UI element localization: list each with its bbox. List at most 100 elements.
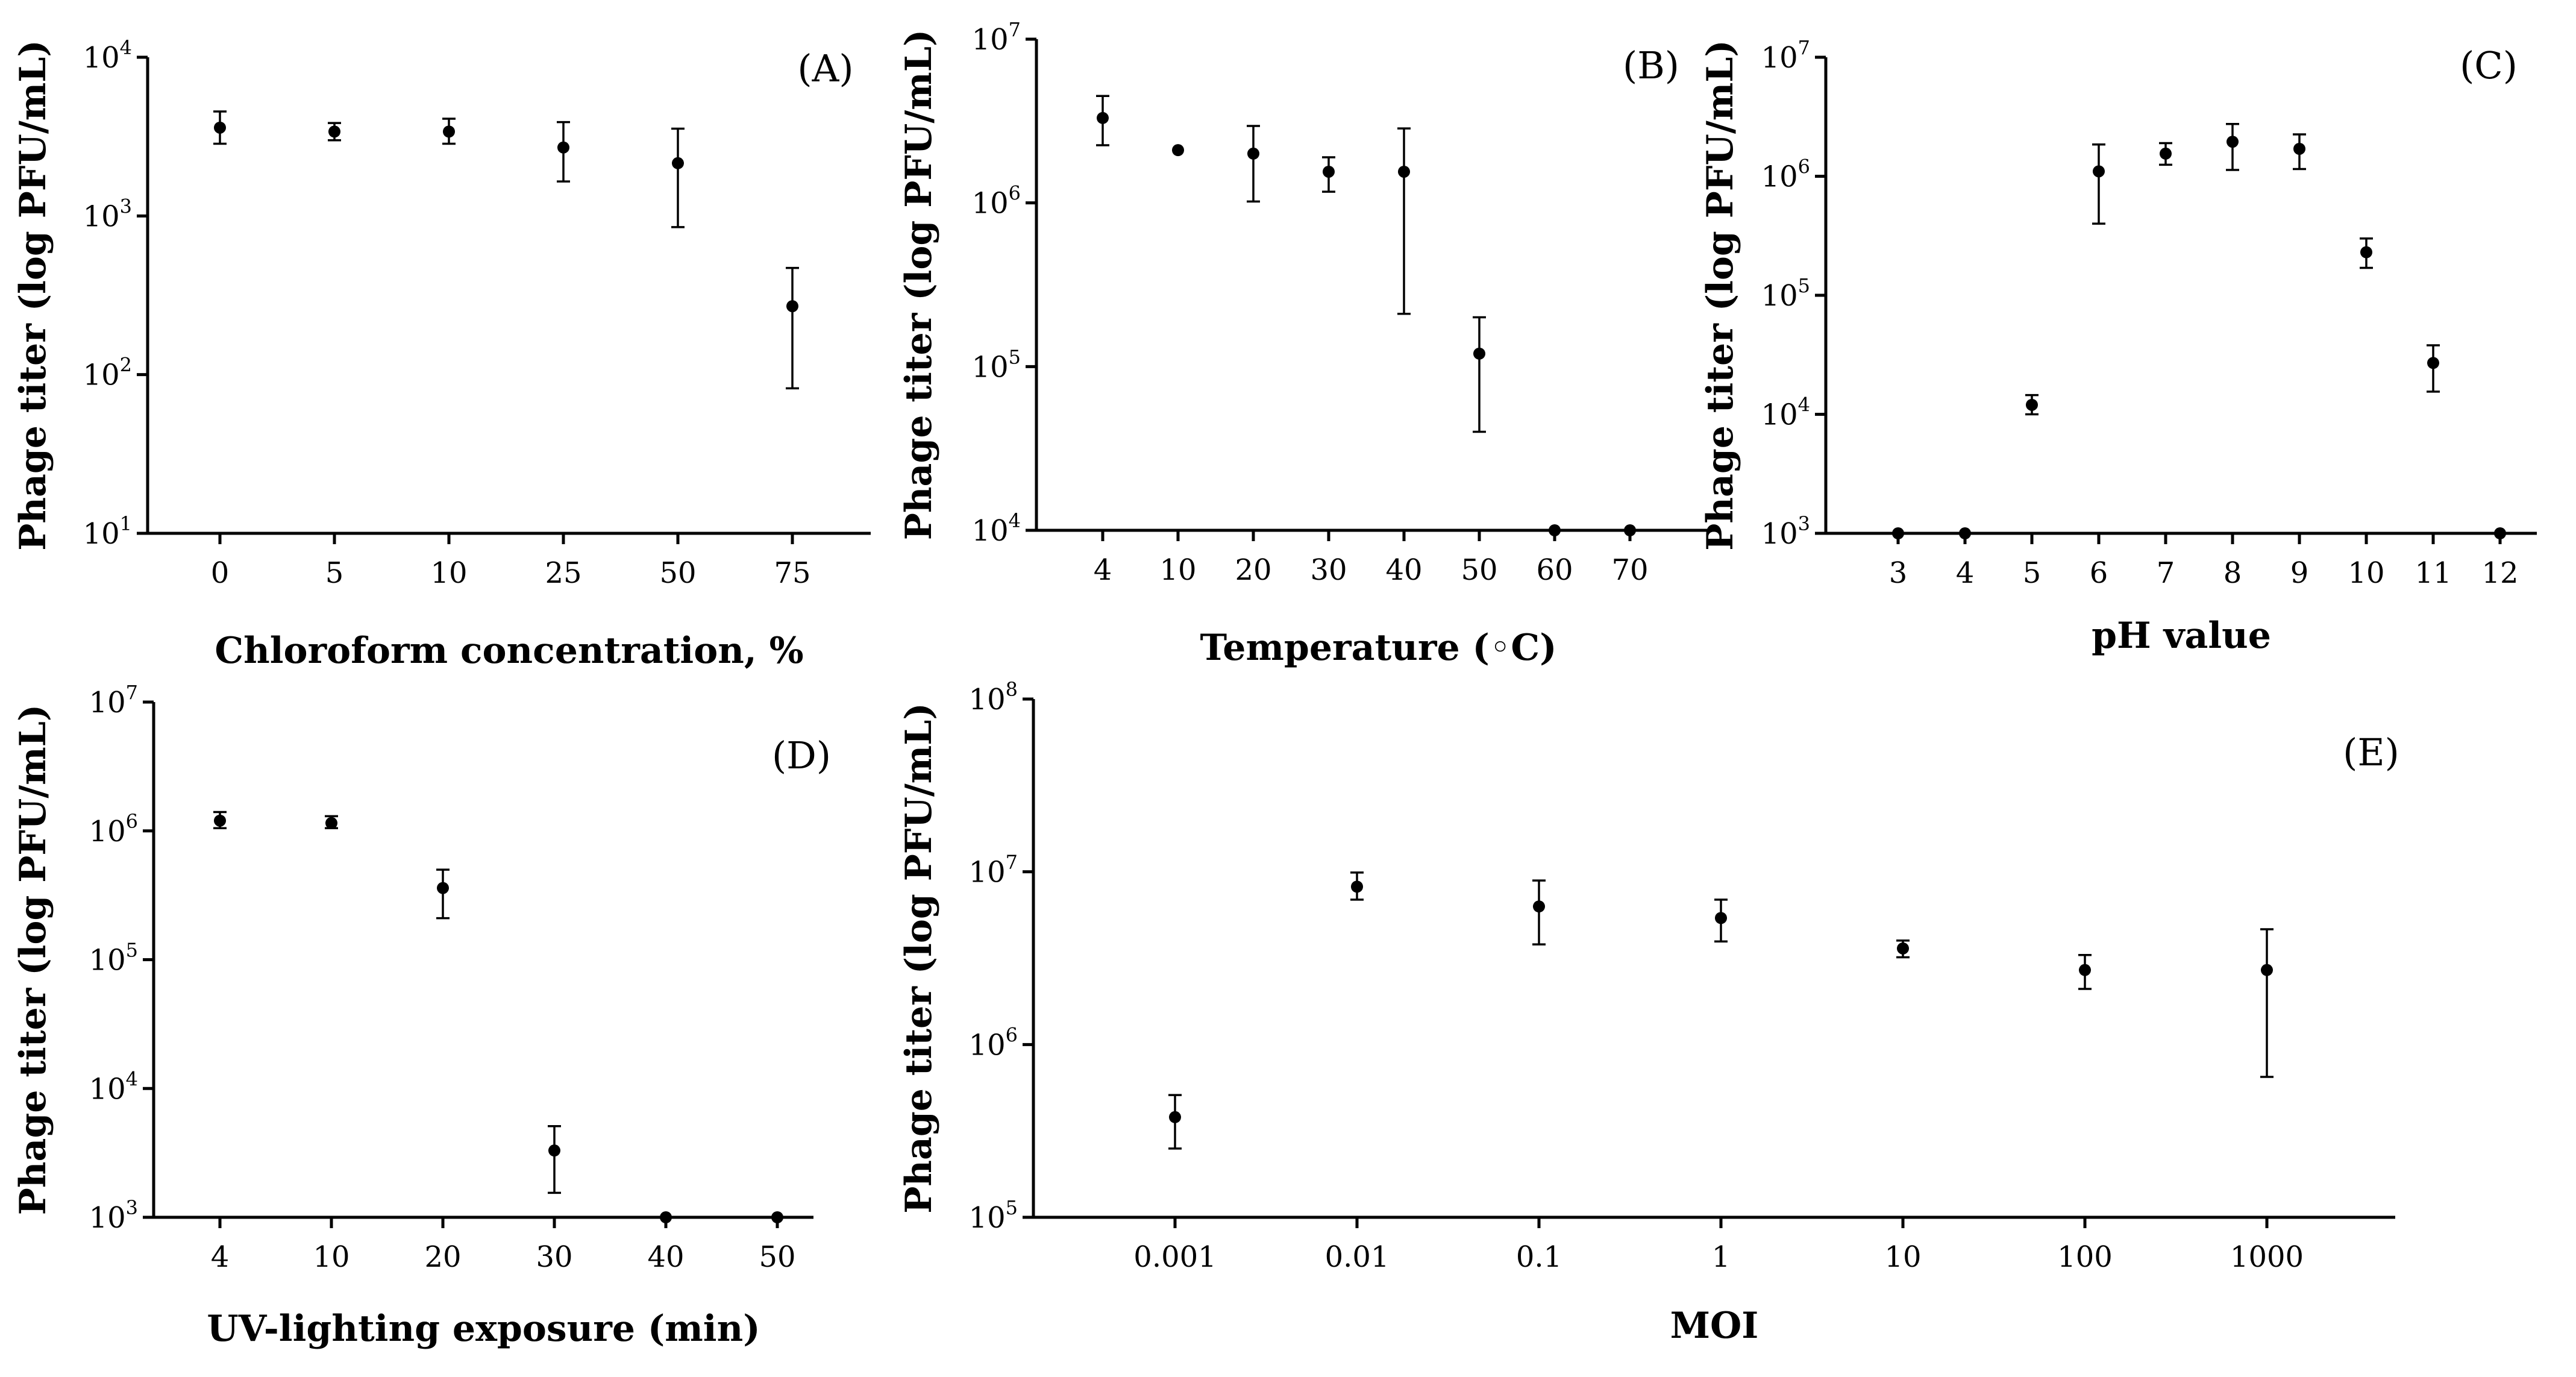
x-tick-label: 5: [2023, 556, 2042, 590]
x-tick-label: 70: [1611, 553, 1648, 587]
x-tick-label: 3: [1889, 556, 1908, 590]
x-tick-label: 4: [1094, 553, 1112, 587]
data-point: [443, 125, 455, 138]
data-point: [1172, 144, 1184, 157]
y-axis-title: Phage titer (log PFU/mL): [898, 30, 940, 541]
y-tick-label: 105: [972, 345, 1021, 384]
chart-panel: 101 102 103 104 0 5 10 25 50 75 (A) Chloroform conc…: [12, 36, 871, 672]
data-point: [1351, 880, 1363, 893]
y-tick-label: 101: [83, 512, 132, 551]
x-tick-label: 30: [1310, 553, 1347, 587]
x-tick-label: 50: [659, 556, 696, 590]
data-point: [2360, 246, 2372, 259]
x-tick-label: 50: [759, 1240, 795, 1274]
data-point: [672, 157, 684, 169]
data-point: [1169, 1111, 1181, 1123]
x-tick-label: 0.1: [1516, 1240, 1562, 1274]
x-tick-label: 1: [1712, 1240, 1731, 1274]
x-tick-label: 1000: [2230, 1240, 2304, 1274]
x-tick-label: 10: [430, 556, 467, 590]
data-point: [786, 300, 798, 313]
data-point: [2026, 398, 2038, 411]
y-tick-label: 103: [83, 195, 132, 233]
x-tick-label: 20: [424, 1240, 461, 1274]
x-tick-label: 10: [1884, 1240, 1921, 1274]
x-tick-label: 8: [2223, 556, 2242, 590]
x-tick-label: 11: [2415, 556, 2451, 590]
data-point: [660, 1211, 672, 1223]
y-tick-label: 106: [972, 182, 1021, 221]
x-tick-label: 40: [1385, 553, 1422, 587]
x-tick-label: 0: [211, 556, 230, 590]
data-point: [2427, 357, 2439, 369]
x-tick-label: 20: [1235, 553, 1271, 587]
x-tick-label: 4: [211, 1240, 230, 1274]
panel-label: (E): [2343, 730, 2399, 774]
y-tick-label: 106: [969, 1023, 1018, 1062]
x-tick-label: 10: [313, 1240, 349, 1274]
y-tick-label: 104: [1761, 394, 1810, 432]
data-point: [771, 1211, 783, 1223]
data-point: [328, 125, 340, 138]
data-point: [1533, 900, 1545, 913]
x-tick-label: 7: [2157, 556, 2175, 590]
y-axis-title: Phage titer (log PFU/mL): [1699, 40, 1741, 551]
data-point: [2261, 964, 2273, 976]
x-tick-label: 0.001: [1133, 1240, 1216, 1274]
y-tick-label: 103: [1761, 512, 1810, 551]
y-axis-title: Phage titer (log PFU/mL): [12, 40, 54, 551]
chart-panel: 104 105 106 107 4 10 20 30 40 50 60 70 (B) Temperatur…: [898, 18, 1720, 669]
data-point: [1549, 524, 1561, 536]
panel-label: (C): [2460, 43, 2518, 87]
x-axis-title: pH value: [2092, 615, 2271, 657]
x-tick-label: 30: [536, 1240, 572, 1274]
data-point: [1892, 527, 1904, 539]
data-point: [1715, 912, 1727, 924]
data-point: [548, 1144, 560, 1157]
x-axis-title: UV-lighting exposure (min): [207, 1308, 760, 1350]
y-tick-label: 104: [89, 1067, 138, 1106]
y-tick-label: 104: [972, 509, 1021, 548]
y-tick-label: 107: [969, 851, 1018, 889]
x-tick-label: 0.01: [1325, 1240, 1390, 1274]
data-point: [557, 141, 569, 154]
panel-label: (D): [772, 733, 831, 777]
y-tick-label: 105: [1761, 274, 1810, 313]
y-tick-label: 106: [89, 810, 138, 848]
y-axis-title: Phage titer (log PFU/mL): [12, 704, 54, 1215]
data-point: [1897, 942, 1909, 955]
chart-panel: 103 104 105 106 107 3 4 5 6 7 8 9 10 11 12 (C) pH value P…: [1699, 36, 2537, 657]
data-point: [1473, 347, 1485, 360]
data-point: [1323, 165, 1335, 178]
y-tick-label: 102: [83, 354, 132, 392]
x-tick-label: 5: [325, 556, 344, 590]
x-axis-title: Chloroform concentration, %: [215, 630, 803, 672]
x-tick-label: 50: [1461, 553, 1497, 587]
y-tick-label: 103: [89, 1196, 138, 1235]
x-tick-label: 25: [545, 556, 581, 590]
x-tick-label: 10: [2348, 556, 2384, 590]
y-tick-label: 107: [89, 681, 138, 720]
data-point: [325, 817, 337, 829]
x-tick-label: 100: [2057, 1240, 2113, 1274]
data-point: [214, 814, 226, 827]
x-axis-title: MOI: [1670, 1305, 1759, 1347]
data-point: [1398, 165, 1410, 178]
x-tick-label: 4: [1956, 556, 1975, 590]
data-point: [2093, 165, 2105, 178]
data-point: [1624, 524, 1636, 536]
x-tick-label: 75: [774, 556, 810, 590]
panel-label: (A): [797, 46, 853, 90]
data-point: [1247, 147, 1259, 160]
data-point: [2227, 136, 2239, 148]
x-tick-label: 6: [2090, 556, 2108, 590]
data-point: [2293, 142, 2305, 155]
data-point: [437, 882, 449, 894]
y-tick-label: 108: [969, 678, 1018, 717]
x-tick-label: 12: [2481, 556, 2518, 590]
data-point: [214, 121, 226, 134]
y-tick-label: 105: [969, 1196, 1018, 1235]
y-tick-label: 107: [972, 18, 1021, 57]
data-point: [2079, 964, 2091, 976]
